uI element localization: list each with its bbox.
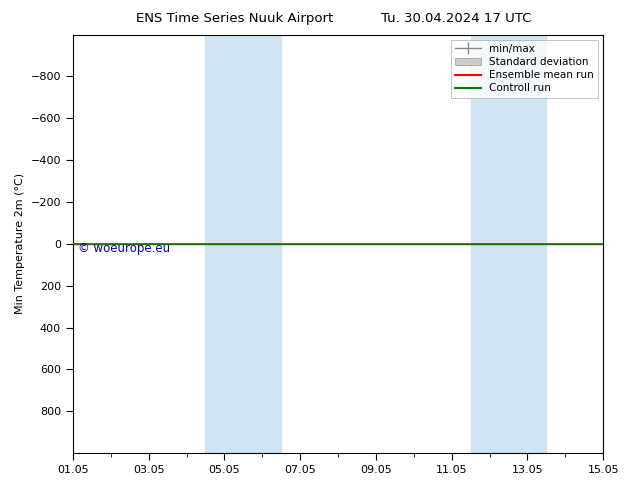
Text: © woeurope.eu: © woeurope.eu	[78, 242, 171, 255]
Text: Tu. 30.04.2024 17 UTC: Tu. 30.04.2024 17 UTC	[381, 12, 532, 25]
Bar	[470, 35, 547, 453]
Legend: min/max, Standard deviation, Ensemble mean run, Controll run: min/max, Standard deviation, Ensemble me…	[451, 40, 598, 98]
Y-axis label: Min Temperature 2m (°C): Min Temperature 2m (°C)	[15, 173, 25, 315]
Text: ENS Time Series Nuuk Airport: ENS Time Series Nuuk Airport	[136, 12, 333, 25]
Bar	[205, 35, 281, 453]
